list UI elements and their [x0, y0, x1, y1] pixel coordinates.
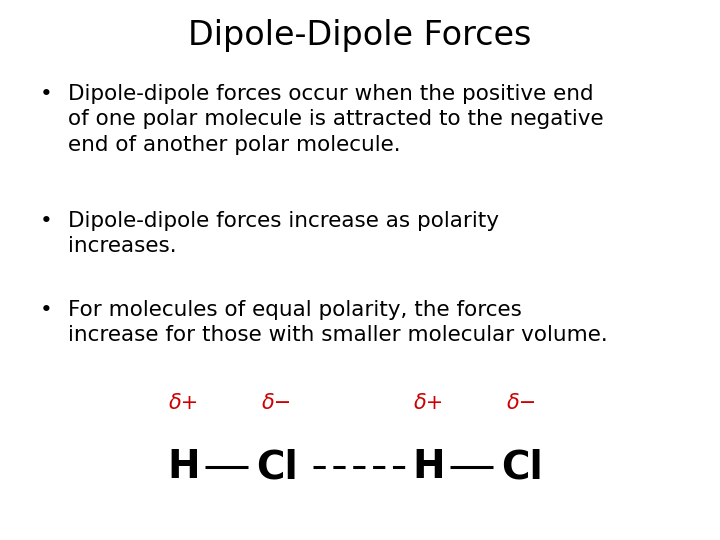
Text: Dipole-dipole forces occur when the positive end
of one polar molecule is attrac: Dipole-dipole forces occur when the posi… — [68, 84, 604, 155]
Text: For molecules of equal polarity, the forces
increase for those with smaller mole: For molecules of equal polarity, the for… — [68, 300, 608, 345]
Text: •: • — [40, 84, 53, 104]
Text: δ−: δ− — [507, 393, 537, 413]
Text: δ−: δ− — [262, 393, 292, 413]
Text: Cl: Cl — [501, 448, 543, 486]
Text: Dipole-Dipole Forces: Dipole-Dipole Forces — [189, 19, 531, 52]
Text: Dipole-dipole forces increase as polarity
increases.: Dipole-dipole forces increase as polarit… — [68, 211, 500, 256]
Text: H: H — [167, 448, 200, 486]
Text: •: • — [40, 211, 53, 231]
Text: δ+: δ+ — [168, 393, 199, 413]
Text: •: • — [40, 300, 53, 320]
Text: δ+: δ+ — [413, 393, 444, 413]
Text: Cl: Cl — [256, 448, 298, 486]
Text: H: H — [412, 448, 445, 486]
